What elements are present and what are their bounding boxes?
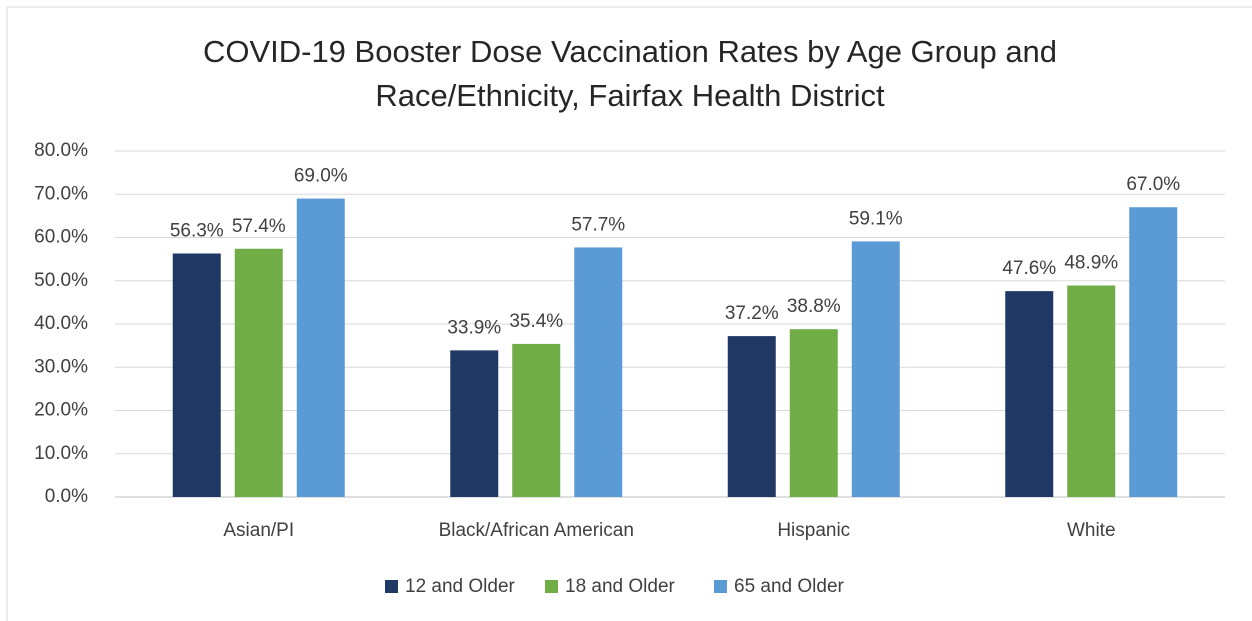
- legend-label: 65 and Older: [734, 576, 845, 597]
- data-label: 59.1%: [849, 208, 903, 229]
- data-label: 38.8%: [787, 296, 841, 317]
- legend-swatch: [545, 580, 558, 593]
- y-tick-label: 60.0%: [34, 227, 88, 248]
- legend-label: 18 and Older: [565, 576, 676, 597]
- x-tick-label: Asian/PI: [223, 520, 294, 541]
- bar: [574, 247, 623, 497]
- x-tick-label: Black/African American: [439, 520, 634, 541]
- y-tick-label: 10.0%: [34, 443, 88, 464]
- bar: [172, 253, 221, 497]
- y-tick-label: 50.0%: [34, 270, 88, 291]
- y-tick-label: 0.0%: [45, 486, 88, 507]
- y-tick-label: 30.0%: [34, 356, 88, 377]
- chart-title: COVID-19 Booster Dose Vaccination Rates …: [203, 34, 1057, 69]
- data-label: 47.6%: [1002, 258, 1056, 279]
- bar: [234, 248, 283, 497]
- data-label: 67.0%: [1126, 174, 1180, 195]
- bar: [1067, 285, 1116, 497]
- bar: [851, 241, 900, 497]
- x-tick-label: Hispanic: [777, 520, 850, 541]
- y-tick-label: 70.0%: [34, 183, 88, 204]
- x-tick-label: White: [1067, 520, 1116, 541]
- bar: [296, 198, 345, 497]
- bar: [789, 329, 838, 497]
- y-tick-label: 40.0%: [34, 313, 88, 334]
- data-label: 56.3%: [170, 221, 224, 242]
- data-label: 57.7%: [571, 214, 625, 235]
- data-label: 33.9%: [447, 317, 501, 338]
- legend-swatch: [385, 580, 398, 593]
- data-label: 37.2%: [725, 303, 779, 324]
- data-label: 57.4%: [232, 216, 286, 237]
- bar: [512, 343, 561, 497]
- data-label: 69.0%: [294, 166, 348, 187]
- legend-swatch: [714, 580, 727, 593]
- data-label: 35.4%: [509, 311, 563, 332]
- y-tick-label: 80.0%: [34, 140, 88, 161]
- bar: [450, 350, 499, 497]
- bar: [727, 336, 776, 497]
- y-tick-label: 20.0%: [34, 400, 88, 421]
- chart-title: Race/Ethnicity, Fairfax Health District: [375, 78, 885, 113]
- bar: [1005, 291, 1054, 497]
- bar: [1129, 207, 1178, 497]
- data-label: 48.9%: [1064, 253, 1118, 274]
- legend-label: 12 and Older: [405, 576, 516, 597]
